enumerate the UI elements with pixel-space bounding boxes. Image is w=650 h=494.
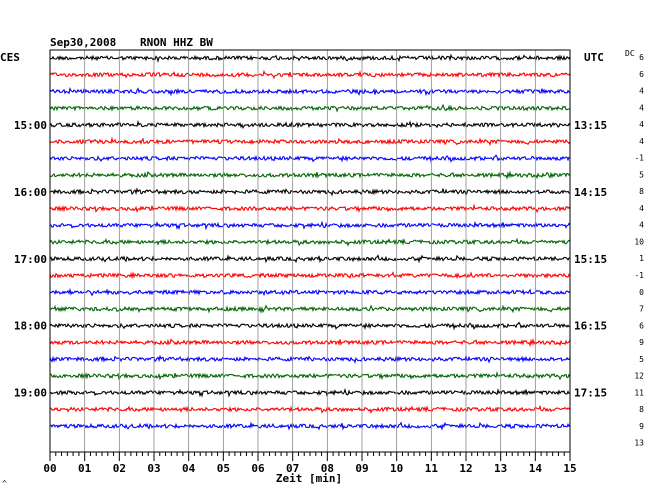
right-hour-label: 17:15 (574, 387, 607, 400)
dc-offset-value: 11 (634, 388, 644, 397)
left-timezone-label: CES (0, 51, 20, 64)
trace-line (49, 69, 571, 80)
left-hour-label: 15:00 (14, 119, 47, 132)
trace-line (49, 53, 571, 64)
left-hour-label: 16:00 (14, 186, 47, 199)
x-tick-label: 01 (78, 462, 92, 475)
trace-line (49, 321, 571, 331)
x-tick-label: 13 (494, 462, 507, 475)
dc-offset-value: 4 (639, 120, 644, 129)
x-tick-label: 07 (286, 462, 299, 475)
x-tick-label: 02 (113, 462, 126, 475)
dc-offset-value: 1 (639, 254, 644, 263)
x-tick-label: 11 (425, 462, 439, 475)
trace-line (49, 154, 571, 164)
right-hour-label: 14:15 (574, 186, 607, 199)
trace-line (49, 103, 571, 113)
right-hour-label: 16:15 (574, 320, 607, 333)
dc-offset-value: 0 (639, 288, 644, 297)
x-tick-label: 14 (529, 462, 543, 475)
left-hour-label: 19:00 (14, 387, 47, 400)
dc-offset-value: 5 (639, 170, 644, 179)
dc-offset-value: 4 (639, 137, 644, 146)
x-tick-label: 04 (182, 462, 196, 475)
minute-grid (84, 50, 536, 452)
trace-line (49, 220, 571, 231)
dc-offset-value: 4 (639, 204, 644, 213)
dc-offset-value: 8 (639, 187, 644, 196)
trace-line (49, 136, 571, 147)
plot-border (49, 49, 571, 453)
left-hour-label: 17:00 (14, 253, 47, 266)
x-tick-label: 00 (43, 462, 56, 475)
trace-layer (49, 53, 571, 431)
trace-line (49, 203, 571, 214)
trace-line (49, 304, 571, 315)
trace-line (49, 271, 571, 280)
x-tick-label: 03 (147, 462, 160, 475)
dc-offset-value: 9 (639, 338, 644, 347)
trace-line (49, 119, 571, 130)
x-tick-label: 10 (390, 462, 403, 475)
dc-offset-value: 10 (634, 237, 644, 246)
x-tick-label: 15 (563, 462, 576, 475)
dc-offset-value: 5 (639, 355, 644, 364)
trace-line (49, 421, 571, 431)
trace-line (49, 187, 571, 197)
trace-line (49, 170, 571, 180)
right-hour-label: 15:15 (574, 253, 607, 266)
dc-offset-value: 9 (639, 422, 644, 431)
dc-offset-value: 4 (639, 103, 644, 112)
label-layer: Sep30,2008 RNON HHZ BW CES UTC DC Zeit [… (0, 36, 644, 488)
trace-line (49, 354, 571, 364)
x-tick-label: 08 (321, 462, 334, 475)
chart-station: RNON HHZ BW (140, 36, 213, 49)
trace-line (49, 87, 571, 97)
trace-line (49, 237, 571, 247)
dc-offset-value: 6 (639, 321, 644, 330)
dc-offset-value: -1 (634, 154, 644, 163)
trace-line (49, 370, 571, 381)
chart-date: Sep30,2008 (50, 36, 116, 49)
dc-offset-value: 7 (639, 305, 644, 314)
dc-offset-value: 12 (634, 372, 644, 381)
dc-offset-value: -1 (634, 271, 644, 280)
trace-line (49, 387, 571, 398)
dc-offset-value: 4 (639, 87, 644, 96)
x-tick-label: 05 (217, 462, 230, 475)
x-axis-label: Zeit [min] (276, 472, 342, 485)
dc-offset-value: 13 (634, 439, 644, 448)
dc-offset-value: 4 (639, 221, 644, 230)
right-timezone-label: UTC (584, 51, 604, 64)
x-tick-label: 06 (251, 462, 265, 475)
plot-frame (49, 49, 571, 461)
dc-offset-value: 6 (639, 53, 644, 62)
trace-line (49, 337, 571, 348)
x-tick-label: 12 (459, 462, 472, 475)
dc-offset-value: 6 (639, 70, 644, 79)
trace-line (49, 404, 571, 415)
x-tick-label: 09 (355, 462, 368, 475)
dc-offset-value: 8 (639, 405, 644, 414)
trace-line (49, 254, 571, 264)
trace-line (49, 287, 571, 297)
dc-header-label: DC (625, 49, 635, 58)
right-hour-label: 13:15 (574, 119, 607, 132)
corner-mark: ^ (2, 479, 7, 488)
left-hour-label: 18:00 (14, 320, 47, 333)
